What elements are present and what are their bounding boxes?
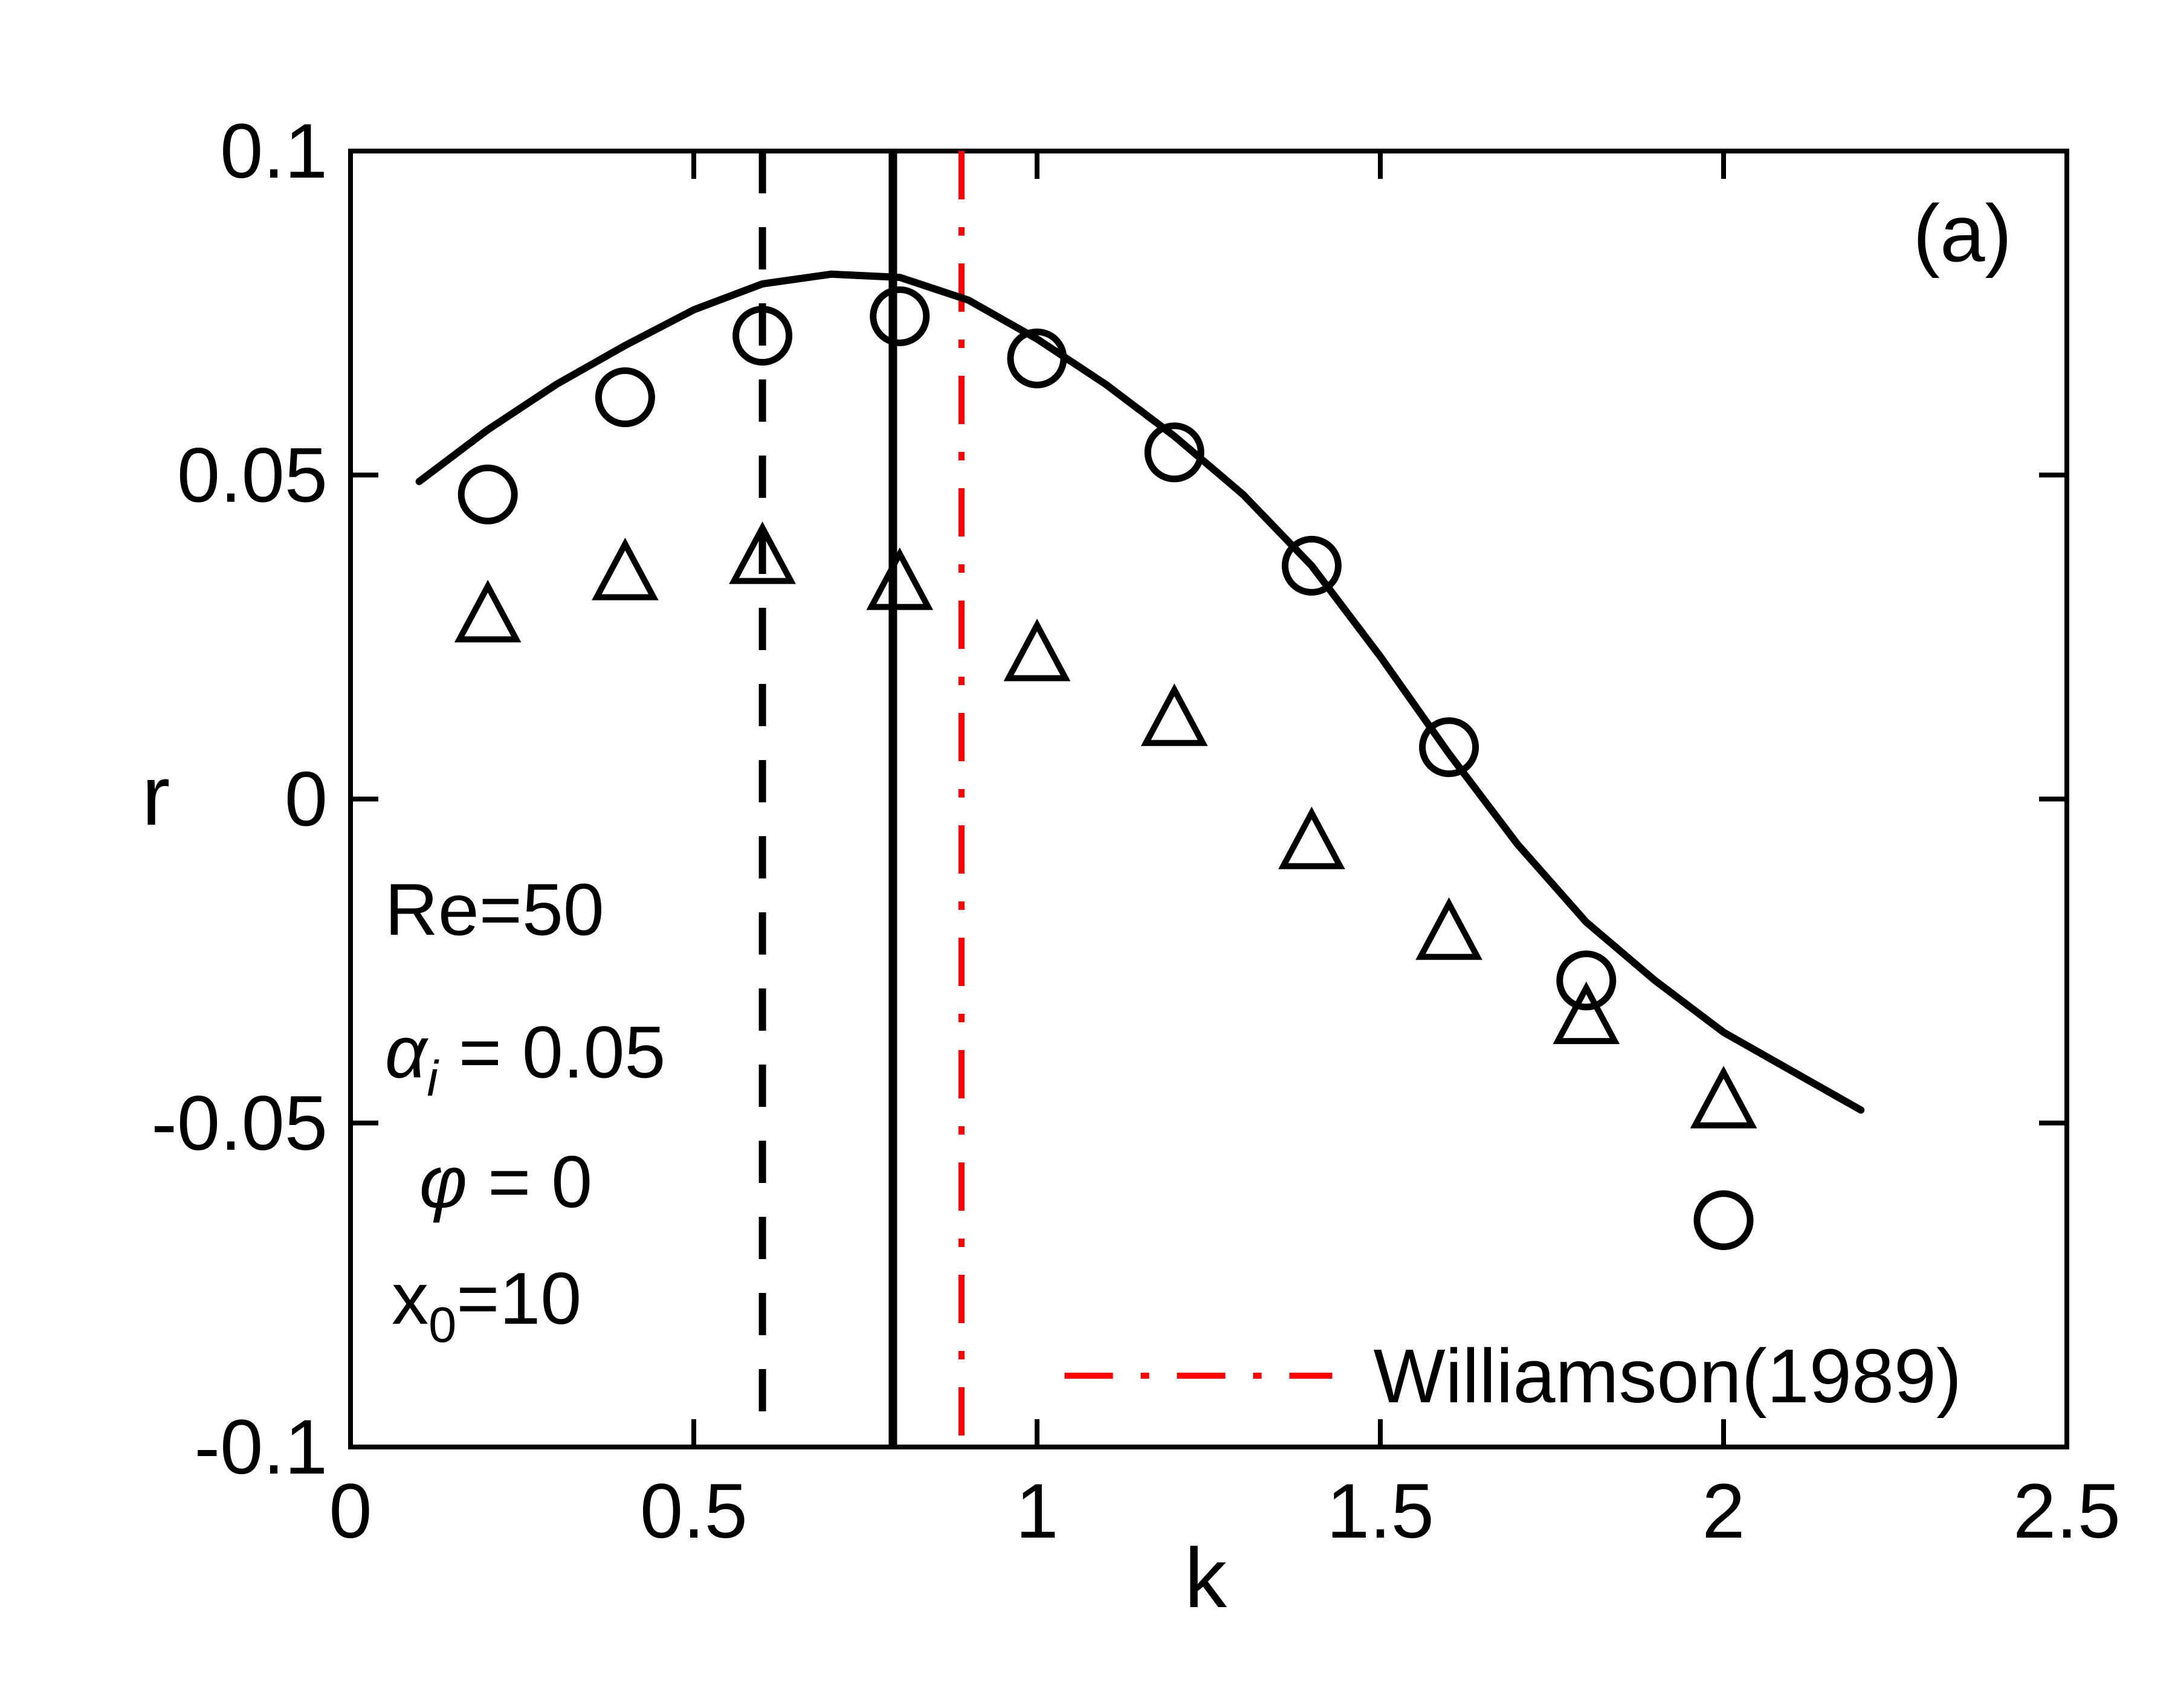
theory-curve	[415, 270, 1865, 1114]
triangle-marker	[1003, 618, 1071, 682]
x0-annotation: x0=10	[392, 1257, 581, 1353]
phi-annotation: φ = 0	[419, 1141, 592, 1223]
y-tick-label: 0.1	[220, 108, 328, 195]
triangle-marker	[1140, 683, 1208, 746]
triangle-marker	[1553, 981, 1620, 1045]
panel-label: (a)	[1913, 189, 2012, 279]
circle-marker	[732, 306, 793, 366]
circle-marker	[1556, 950, 1617, 1011]
circle-marker	[1419, 717, 1479, 778]
circle-marker	[457, 464, 518, 524]
circle-marker	[1144, 422, 1204, 483]
x-tick-label: 2.5	[2013, 1468, 2121, 1555]
alpha-annotation: αi = 0.05	[385, 1011, 666, 1107]
circle-marker	[870, 286, 930, 346]
y-axis-label: r	[142, 748, 170, 843]
triangle-marker	[866, 547, 934, 610]
re-annotation: Re=50	[385, 869, 604, 951]
x-tick-label: 2	[1702, 1468, 1745, 1555]
legend-label: Williamson(1989)	[1374, 1333, 1962, 1419]
triangle-marker	[729, 521, 796, 584]
y-tick-label: 0.05	[177, 432, 328, 518]
y-tick-label: -0.1	[194, 1404, 328, 1490]
triangle-marker	[1278, 806, 1345, 869]
triangle-marker	[1690, 1065, 1757, 1129]
triangle-marker	[454, 579, 522, 643]
circle-marker	[1007, 328, 1067, 388]
plot-layer: 0 0.5 1 1.5 2 2.5 -0.1 -0.05 0 0.05 0.1 Williamson(…	[151, 108, 2121, 1555]
x-axis-label: k	[1185, 1530, 1227, 1625]
circle-marker	[1281, 535, 1342, 596]
x-tick-label: 0	[329, 1468, 372, 1555]
x-tick-label: 1.5	[1327, 1468, 1434, 1555]
y-tick-label: -0.05	[151, 1080, 328, 1167]
circle-marker	[595, 367, 655, 428]
y-tick-label: 0	[285, 756, 328, 843]
circle-marker	[1693, 1190, 1754, 1251]
triangle-marker	[592, 537, 659, 601]
x-tick-label: 0.5	[640, 1468, 748, 1555]
x-tick-label: 1	[1015, 1468, 1058, 1555]
plot-border	[348, 149, 2069, 1449]
triangle-marker	[1415, 897, 1482, 960]
